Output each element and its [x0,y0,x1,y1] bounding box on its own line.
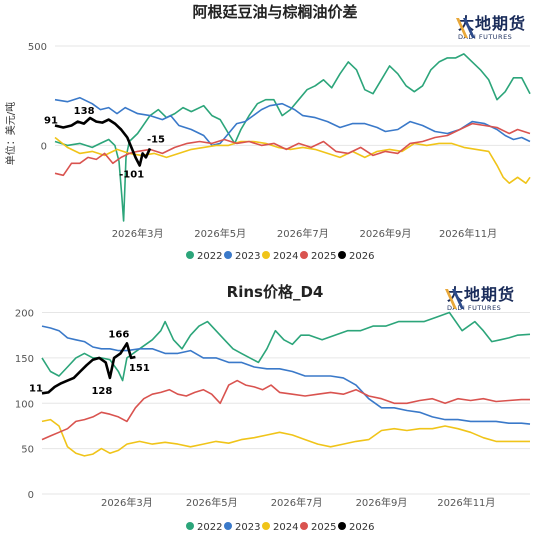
x-tick-label: 2026年9月 [360,227,412,240]
x-tick-label: 2026年5月 [194,227,246,240]
legend-label-2023[interactable]: 2023 [235,251,260,262]
legend-marker [224,522,232,530]
logo-en: DADI FUTURES [458,33,513,41]
legend-marker [338,251,346,259]
x-tick-label: 2026年3月 [101,496,153,509]
data-label: 138 [74,106,95,117]
series-line-2022 [54,53,531,222]
data-label: -101 [119,170,144,181]
x-tick-label: 2026年11月 [439,227,497,240]
series-line-2024 [54,136,531,184]
data-label: 151 [129,363,150,374]
logo-cn: 大地期货 [447,285,516,304]
legend-marker [338,522,346,530]
logo-top: 大地期货 DADI FUTURES [454,16,526,41]
logo-cn: 大地期货 [458,14,527,33]
y-axis-label: 单位：美元/吨 [4,102,17,165]
series-line-2026 [54,116,152,167]
legend-marker [262,251,270,259]
x-tick-label: 2026年5月 [186,496,238,509]
chart-title: Rins价格_D4 [227,283,324,301]
x-tick-label: 2026年7月 [271,496,323,509]
series-line-2026 [41,342,136,395]
y-tick-label: 150 [15,354,34,365]
legend-marker [186,251,194,259]
legend-label-2026[interactable]: 2026 [349,522,374,533]
logo-bottom: 大地期货 DADI FUTURES [443,287,515,312]
logo-mark-icon [456,18,475,38]
series-line-2025 [54,122,531,177]
x-tick-label: 2026年3月 [112,227,164,240]
y-tick-label: 0 [28,490,34,501]
y-tick-label: 50 [21,445,34,456]
data-label: 128 [91,386,112,397]
series-line-2022 [41,311,531,382]
data-label: 11 [29,383,43,394]
legend-marker [300,251,308,259]
series-line-2023 [54,96,531,147]
chart-title: 阿根廷豆油与棕榈油价差 [192,3,357,21]
series-line-2025 [41,379,530,441]
x-tick-label: 2026年7月 [277,227,329,240]
legend-marker [224,251,232,259]
legend-marker [186,522,194,530]
y-tick-label: 100 [15,399,34,410]
legend-marker [300,522,308,530]
series-line-2024 [41,418,530,457]
chart-rins-d4: Rins价格_D4 0 50 100 150 200 2026年3月 2026年5月 2026年… [15,283,531,533]
legend-marker [262,522,270,530]
y-tick-label: 0 [41,141,47,152]
legend-label-2022[interactable]: 2022 [197,522,222,533]
x-tick-label: 2026年11月 [437,496,495,509]
logo-en: DADI FUTURES [447,304,502,312]
y-tick-label: 500 [28,42,47,53]
logo-mark-icon [445,289,464,309]
legend-label-2024[interactable]: 2024 [273,251,298,262]
legend-label-2025[interactable]: 2025 [311,522,336,533]
y-tick-label: 200 [15,309,34,320]
legend-label-2024[interactable]: 2024 [273,522,298,533]
data-label: 91 [44,115,58,126]
x-tick-label: 2026年9月 [356,496,408,509]
legend-label-2025[interactable]: 2025 [311,251,336,262]
legend-label-2026[interactable]: 2026 [349,251,374,262]
legend-label-2023[interactable]: 2023 [235,522,260,533]
data-label: 166 [108,329,129,340]
data-label: -15 [147,134,165,145]
legend-label-2022[interactable]: 2022 [197,251,222,262]
series-line-2023 [41,325,531,425]
